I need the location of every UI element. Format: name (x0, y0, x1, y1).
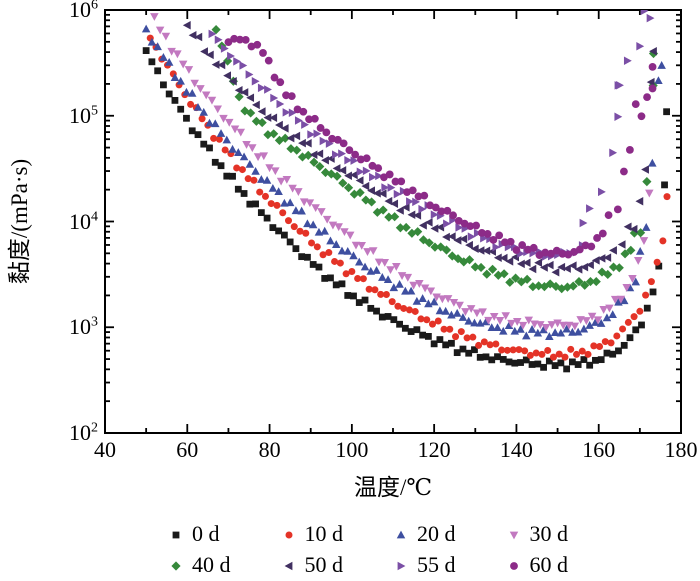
series-30d (150, 13, 654, 332)
y-tick-label-1e3: 103 (69, 314, 98, 340)
legend-item-0d: 0 d (168, 521, 281, 547)
legend-item-label: 10 d (304, 521, 344, 546)
legend-item-10d: 10 d (281, 521, 394, 547)
series-10d (146, 34, 671, 361)
series-0d (142, 47, 670, 373)
square-legend-marker-icon (172, 531, 180, 539)
legend-item-55d: 55 d (393, 552, 506, 578)
x-tick-label-140: 140 (499, 437, 533, 462)
x-tick-label-100: 100 (335, 437, 369, 462)
diamond-legend-marker-icon (171, 561, 181, 571)
x-tick-label-60: 60 (176, 437, 199, 462)
legend-item-label: 50 d (304, 552, 344, 577)
x-axis-label: 温度/℃ (353, 475, 433, 500)
legend-item-30d: 30 d (506, 521, 619, 547)
x-tick-label-80: 80 (258, 437, 281, 462)
circle-legend-marker-icon (285, 531, 292, 539)
legend-item-label: 40 d (192, 552, 231, 577)
series-50d (182, 20, 657, 277)
legend-item-label: 30 d (529, 521, 569, 546)
axis-ticks (104, 9, 682, 434)
y-tick-label-1e2: 102 (69, 420, 98, 445)
y-tick-label-1e6: 106 (69, 0, 98, 22)
legend-item-50d: 50 d (281, 552, 394, 578)
series-40d (211, 25, 659, 294)
series-20d (141, 24, 666, 340)
legend-item-60d: 60 d (506, 552, 619, 578)
circle-big-legend-marker-icon (509, 562, 518, 570)
triangle-up-legend-marker-icon (396, 530, 406, 539)
legend-item-label: 0 d (192, 521, 220, 546)
y-tick-label-1e4: 104 (69, 208, 98, 234)
x-tick-label-160: 160 (582, 437, 616, 462)
legend-item-label: 55 d (417, 552, 456, 577)
y-tick-label-1e5: 105 (69, 102, 98, 128)
triangle-right-legend-marker-icon (397, 561, 406, 571)
legend-item-label: 60 d (529, 552, 569, 577)
triangle-down-legend-marker-icon (509, 531, 518, 540)
y-axis-label: 黏度/(mPa·s) (7, 158, 32, 285)
legend-item-label: 20 d (417, 521, 456, 546)
triangle-left-legend-marker-icon (284, 561, 292, 571)
x-tick-label-40: 40 (94, 437, 116, 462)
legend-item-40d: 40 d (168, 552, 281, 578)
x-tick-label-180: 180 (664, 437, 698, 462)
x-tick-label-120: 120 (417, 437, 451, 462)
plot-frame (104, 9, 682, 434)
series-60d (224, 34, 657, 259)
legend: 0 d 10 d 20 d 30 d 40 d 50 d 55 d 60 d (168, 521, 618, 578)
legend-item-20d: 20 d (393, 521, 506, 547)
